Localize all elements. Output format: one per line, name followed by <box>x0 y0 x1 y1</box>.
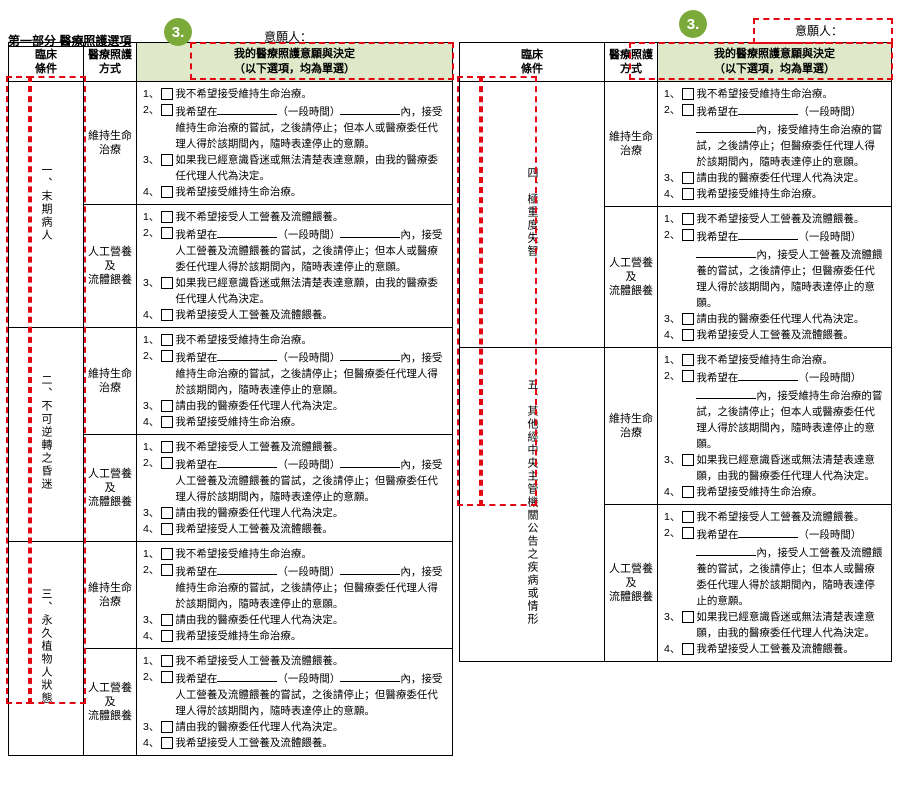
opts-2-life: 1、我不希望接受維持生命治療。 2、我希望在（一段時間）內，接受維持生命治療的嘗… <box>137 328 453 435</box>
checkbox[interactable] <box>161 564 173 576</box>
method-nut-3: 人工營養 及 流體餵養 <box>84 649 137 756</box>
opts-3-nut: 1、我不希望接受人工營養及流體餵養。 2、我希望在（一段時間）內，接受人工營養及… <box>137 649 453 756</box>
checkbox[interactable] <box>161 416 173 428</box>
blank[interactable] <box>217 669 277 682</box>
checkbox[interactable] <box>682 486 694 498</box>
checkbox[interactable] <box>682 213 694 225</box>
method-life-3: 維持生命 治療 <box>84 542 137 649</box>
checkbox[interactable] <box>682 229 694 241</box>
blank[interactable] <box>696 543 756 556</box>
checkbox[interactable] <box>161 88 173 100</box>
opts-1-life: 1、我不希望接受維持生命治療。 2、我希望在（一段時間）內，接受維持生命治療的嘗… <box>137 82 453 205</box>
cond-4: 四、極重度失智 <box>460 82 605 348</box>
checkbox[interactable] <box>682 643 694 655</box>
method-nut-2: 人工營養 及 流體餵養 <box>84 435 137 542</box>
right-table-wrap: 3. 意願人： 臨床 條件 醫療照護 方式 我的醫療照護意願與決定（以下選項，均… <box>459 8 892 662</box>
checkbox[interactable] <box>161 154 173 166</box>
blank[interactable] <box>217 562 277 575</box>
method-life-4: 維持生命 治療 <box>605 82 658 207</box>
left-table: 臨床 條件 醫療照護 方式 我的醫療照護意願與決定（以下選項，均為單選） 一、末… <box>8 42 453 756</box>
page-root: 第一部分 醫療照護選項 3. 意願人： 臨床 條件 醫療照護 方式 我的醫療照護… <box>8 8 892 756</box>
checkbox[interactable] <box>161 614 173 626</box>
checkbox[interactable] <box>682 370 694 382</box>
method-nut-4: 人工營養 及 流體餵養 <box>605 207 658 348</box>
checkbox[interactable] <box>161 277 173 289</box>
opts-2-nut: 1、我不希望接受人工營養及流體餵養。 2、我希望在（一段時間）內，接受人工營養及… <box>137 435 453 542</box>
checkbox[interactable] <box>682 88 694 100</box>
opts-3-life: 1、我不希望接受維持生命治療。 2、我希望在（一段時間）內，接受維持生命治療的嘗… <box>137 542 453 649</box>
blank[interactable] <box>340 348 400 361</box>
checkbox[interactable] <box>682 611 694 623</box>
checkbox[interactable] <box>161 104 173 116</box>
checkbox[interactable] <box>161 507 173 519</box>
checkbox[interactable] <box>161 186 173 198</box>
checkbox[interactable] <box>161 655 173 667</box>
blank[interactable] <box>217 348 277 361</box>
method-life-5: 維持生命 治療 <box>605 348 658 505</box>
blank[interactable] <box>217 102 277 115</box>
method-life-2: 維持生命 治療 <box>84 328 137 435</box>
opts-5-life: 1、我不希望接受維持生命治療。 2、我希望在（一段時間）內，接受維持生命治療的嘗… <box>658 348 892 505</box>
blank[interactable] <box>738 227 798 240</box>
checkbox[interactable] <box>682 511 694 523</box>
checkbox[interactable] <box>161 721 173 733</box>
checkbox[interactable] <box>161 630 173 642</box>
blank[interactable] <box>217 225 277 238</box>
section-title: 第一部分 醫療照護選項 <box>8 32 131 49</box>
left-table-wrap: 第一部分 醫療照護選項 3. 意願人： 臨床 條件 醫療照護 方式 我的醫療照護… <box>8 8 453 756</box>
th-col3-left: 我的醫療照護意願與決定（以下選項，均為單選） <box>137 43 453 82</box>
checkbox[interactable] <box>161 211 173 223</box>
opts-4-life: 1、我不希望接受維持生命治療。 2、我希望在（一段時間）內，接受維持生命治療的嘗… <box>658 82 892 207</box>
checkbox[interactable] <box>161 457 173 469</box>
checkbox[interactable] <box>161 309 173 321</box>
th-col1-right: 臨床 條件 <box>460 43 605 82</box>
checkbox[interactable] <box>682 188 694 200</box>
opts-1-nut: 1、我不希望接受人工營養及流體餵養。 2、我希望在（一段時間）內，接受人工營養及… <box>137 205 453 328</box>
blank[interactable] <box>217 455 277 468</box>
step-badge-right: 3. <box>679 10 707 38</box>
cond-3: 三、永久植物人狀態 <box>9 542 84 756</box>
blank[interactable] <box>738 368 798 381</box>
cond-2: 二、不可逆轉之昏迷 <box>9 328 84 542</box>
checkbox[interactable] <box>682 104 694 116</box>
checkbox[interactable] <box>161 548 173 560</box>
opts-4-nut: 1、我不希望接受人工營養及流體餵養。 2、我希望在（一段時間）內，接受人工營養及… <box>658 207 892 348</box>
th-col2-right: 醫療照護 方式 <box>605 43 658 82</box>
blank[interactable] <box>340 102 400 115</box>
checkbox[interactable] <box>682 354 694 366</box>
right-table: 臨床 條件 醫療照護 方式 我的醫療照護意願與決定（以下選項，均為單選） 四、極… <box>459 42 892 662</box>
blank[interactable] <box>738 525 798 538</box>
checkbox[interactable] <box>161 227 173 239</box>
step-badge-left: 3. <box>164 18 192 46</box>
checkbox[interactable] <box>682 329 694 341</box>
top-label-left: 意願人： <box>228 28 348 45</box>
top-label-right: 意願人： <box>759 22 879 39</box>
blank[interactable] <box>340 225 400 238</box>
cond-1: 一、末期病人 <box>9 82 84 328</box>
method-nut-1: 人工營養 及 流體餵養 <box>84 205 137 328</box>
blank[interactable] <box>696 386 756 399</box>
checkbox[interactable] <box>161 334 173 346</box>
cond-5: 五、其他經中央主管機關公告之疾病或情形 <box>460 348 605 662</box>
checkbox[interactable] <box>161 441 173 453</box>
method-nut-5: 人工營養 及 流體餵養 <box>605 505 658 662</box>
checkbox[interactable] <box>682 454 694 466</box>
checkbox[interactable] <box>682 172 694 184</box>
checkbox[interactable] <box>161 350 173 362</box>
blank[interactable] <box>340 669 400 682</box>
checkbox[interactable] <box>161 671 173 683</box>
blank[interactable] <box>340 455 400 468</box>
checkbox[interactable] <box>682 527 694 539</box>
blank[interactable] <box>696 120 756 133</box>
opts-5-nut: 1、我不希望接受人工營養及流體餵養。 2、我希望在（一段時間）內，接受人工營養及… <box>658 505 892 662</box>
blank[interactable] <box>340 562 400 575</box>
checkbox[interactable] <box>161 737 173 749</box>
th-col3-right: 我的醫療照護意願與決定（以下選項，均為單選） <box>658 43 892 82</box>
blank[interactable] <box>696 245 756 258</box>
checkbox[interactable] <box>161 523 173 535</box>
blank[interactable] <box>738 102 798 115</box>
checkbox[interactable] <box>682 313 694 325</box>
checkbox[interactable] <box>161 400 173 412</box>
method-life-1: 維持生命 治療 <box>84 82 137 205</box>
